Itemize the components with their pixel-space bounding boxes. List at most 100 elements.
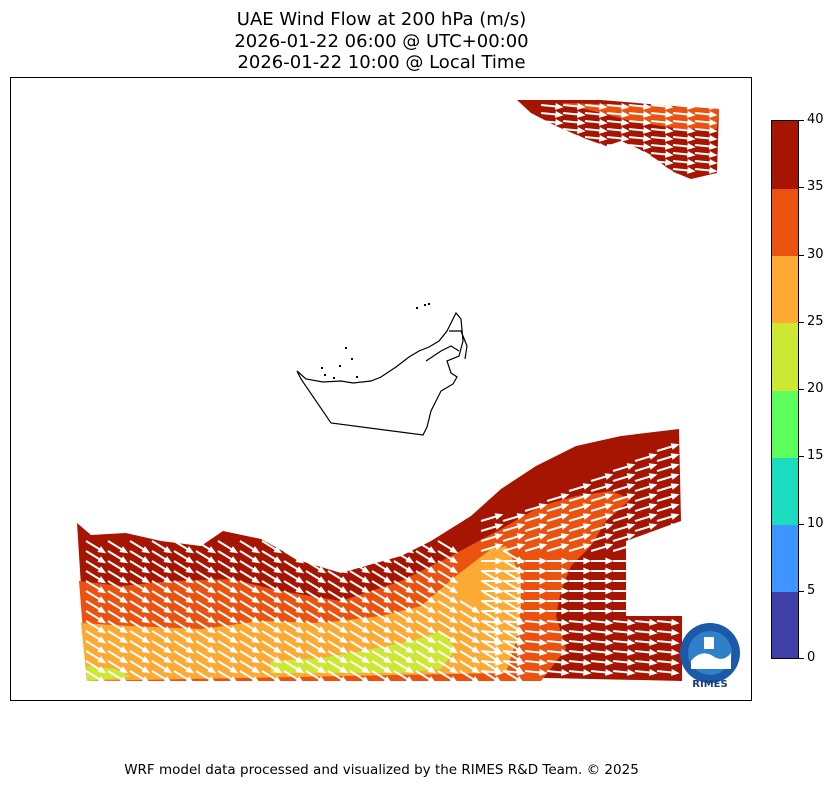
wind-arrow-head [229, 606, 239, 614]
wind-arrow-head [119, 646, 129, 654]
wind-arrow-head [427, 556, 437, 564]
wind-arrow-head [626, 543, 636, 550]
wind-arrow-head [494, 513, 504, 520]
wind-arrow-head [383, 646, 393, 654]
wind-arrow-head [583, 587, 592, 595]
wind-arrow-head [709, 143, 718, 150]
wind-arrow-head [670, 513, 680, 520]
wind-arrow-head [339, 646, 349, 654]
wind-arrow-head [539, 619, 548, 626]
wind-arrow-head [561, 669, 570, 676]
wind-arrow-head [141, 656, 151, 664]
wind-arrow-head [583, 597, 592, 605]
wind-arrow-head [687, 127, 696, 134]
wind-arrow-head [317, 546, 327, 554]
wind-arrow-head [643, 135, 652, 142]
wind-arrow-head [207, 646, 217, 654]
wind-arrow-head [561, 597, 570, 605]
wind-arrow-head [604, 493, 614, 500]
wind-arrow-head [163, 546, 173, 554]
wind-arrow-head [665, 143, 674, 150]
wind-arrow-head [405, 656, 415, 664]
wind-arrow-head [471, 636, 481, 644]
wind-arrow-head [251, 566, 261, 574]
wind-arrow-head [273, 676, 283, 684]
wind-arrow-head [495, 649, 504, 656]
wind-arrow-head [251, 676, 261, 684]
wind-arrow-head [517, 577, 526, 585]
wind-arrow-head [251, 606, 261, 614]
wind-arrow-head [427, 546, 437, 554]
wind-arrow-head [604, 483, 614, 490]
wind-arrow-head [317, 676, 327, 684]
wind-arrow-head [648, 523, 658, 530]
wind-arrow-head [97, 566, 107, 574]
wind-arrow-head [185, 656, 195, 664]
wind-arrow-head [251, 576, 261, 584]
colorbar-band [772, 121, 798, 190]
wind-arrow-head [361, 606, 371, 614]
wind-arrow-head [471, 646, 481, 654]
wind-arrow-head [627, 557, 636, 565]
wind-arrow-head [317, 636, 327, 644]
wind-arrow-head [119, 606, 129, 614]
wind-arrow-head [605, 649, 614, 656]
wind-arrow-head [687, 103, 696, 110]
wind-arrow-head [383, 636, 393, 644]
wind-arrow-head [627, 587, 636, 595]
wind-arrow-head [670, 443, 680, 450]
wind-arrow-head [583, 639, 592, 646]
wind-arrow-head [405, 556, 415, 564]
wind-arrow-head [163, 576, 173, 584]
wind-arrow-head [494, 543, 504, 550]
wind-arrow-head [383, 576, 393, 584]
wind-arrow-head [317, 656, 327, 664]
wind-arrow-head [665, 135, 674, 142]
wind-arrow-head [207, 656, 217, 664]
wind-arrow-head [517, 557, 526, 565]
wind-arrow-head [538, 543, 548, 550]
wind-arrow-head [97, 586, 107, 594]
wind-arrow-head [709, 111, 718, 118]
wind-arrow-head [229, 576, 239, 584]
wind-arrow-head [649, 649, 658, 656]
wind-arrow-head [273, 566, 283, 574]
wind-arrow-head [273, 636, 283, 644]
colorbar-band [772, 255, 798, 324]
wind-arrow-head [141, 636, 151, 644]
wind-arrow-head [626, 483, 636, 490]
wind-arrow-head [339, 676, 349, 684]
colorbar-tick-label: 30 [807, 246, 824, 262]
wind-arrow-head [561, 567, 570, 575]
colorbar-tick [799, 658, 804, 659]
wind-arrow-head [427, 616, 437, 624]
wind-arrow-head [339, 546, 349, 554]
wind-arrow-head [427, 606, 437, 614]
wind-arrow-head [163, 566, 173, 574]
wind-arrow-head [163, 616, 173, 624]
wind-arrow-head [517, 639, 526, 646]
wind-arrow-head [119, 656, 129, 664]
wind-arrows [85, 103, 718, 684]
colorbar [771, 120, 799, 659]
wind-arrow-head [648, 463, 658, 470]
wind-arrow-head [97, 606, 107, 614]
wind-arrow-head [405, 566, 415, 574]
wind-map: RIMES [77, 100, 740, 690]
wind-arrow-head [495, 577, 504, 585]
wind-arrow-head [383, 676, 393, 684]
wind-arrow-head [643, 159, 652, 166]
wind-arrow-head [687, 111, 696, 118]
wind-arrow-head [361, 566, 371, 574]
wind-arrow-head [361, 666, 371, 674]
wind-arrow-head [648, 503, 658, 510]
wind-arrow-head [627, 567, 636, 575]
wind-arrow-head [185, 666, 195, 674]
wind-arrow-head [317, 586, 327, 594]
wind-arrow-head [583, 619, 592, 626]
wind-arrow-head [599, 143, 608, 150]
wind-arrow-head [621, 135, 630, 142]
wind-arrow-head [97, 666, 107, 674]
colorbar-band [772, 523, 798, 592]
wind-arrow-head [493, 676, 503, 684]
